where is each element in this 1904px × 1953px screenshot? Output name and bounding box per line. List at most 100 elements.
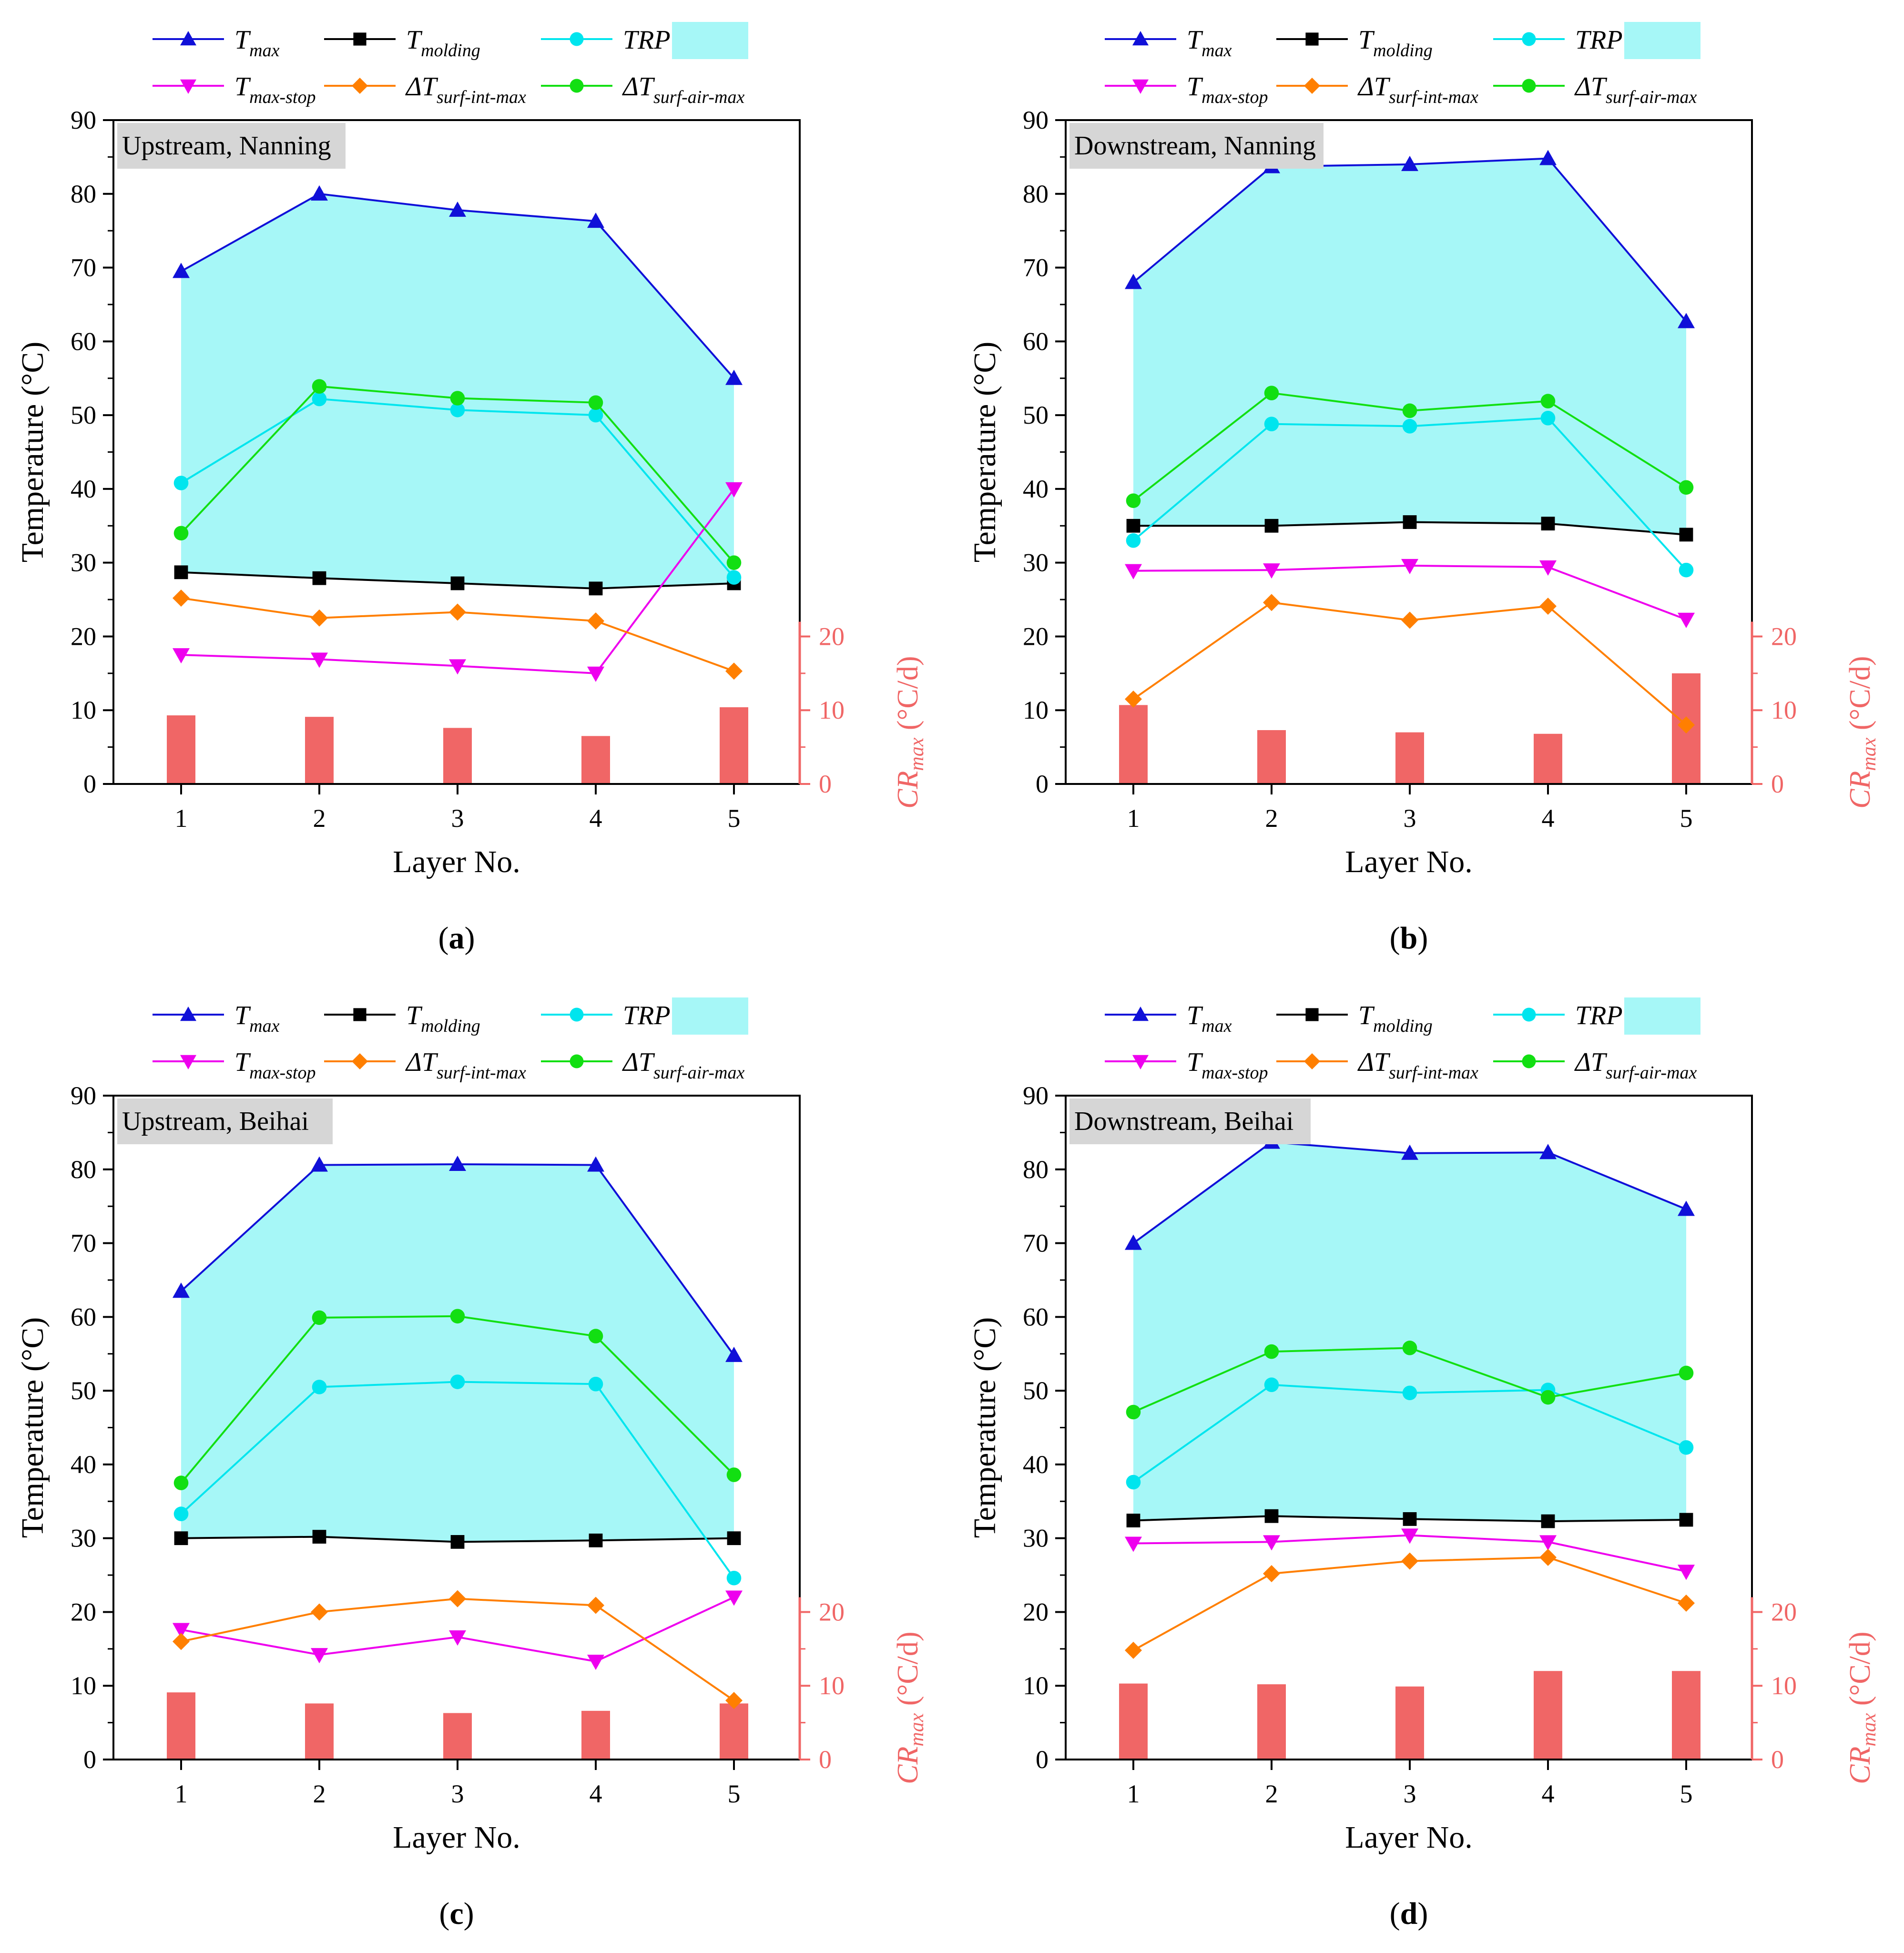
dt-surf-int-point-4 <box>587 1597 604 1614</box>
y2-label-main: CR <box>892 771 924 809</box>
trp-point-5 <box>1679 562 1694 578</box>
trp-fill-region <box>181 1164 734 1542</box>
dt-surf-air-point-5 <box>726 1467 742 1482</box>
x-tick-label: 2 <box>313 804 326 833</box>
legend-tmolding-label: Tmolding <box>1358 1001 1433 1036</box>
dt-surf-int-point-1 <box>1125 1641 1142 1659</box>
dt-surf-int-point-4 <box>1539 1548 1557 1566</box>
y-tick-label: 10 <box>71 696 96 724</box>
legend-tmolding-label: Tmolding <box>406 25 480 61</box>
legend-tmax-marker <box>180 1007 196 1021</box>
y2-tick-label: 20 <box>1771 1597 1797 1626</box>
trp-point-4 <box>588 407 603 423</box>
y-tick-label: 0 <box>1036 1745 1049 1774</box>
crmax-bar-5 <box>720 1703 748 1760</box>
trp-point-2 <box>312 1380 327 1394</box>
trp-point-5 <box>1679 1440 1694 1455</box>
y-tick-label: 20 <box>71 622 96 651</box>
legend-label-main: T <box>406 25 423 55</box>
y2-tick-label: 0 <box>1771 770 1784 798</box>
legend-label-sub: max <box>249 1016 279 1036</box>
x-tick-label: 1 <box>1127 1780 1140 1808</box>
legend-dtsurfint-label: ΔTsurf-int-max <box>405 1048 526 1083</box>
y2-label-sub: max <box>906 1713 928 1746</box>
y-tick-label: 30 <box>1023 549 1049 577</box>
legend-label-sub: surf-air-max <box>1606 1063 1697 1083</box>
legend-trp-label: TRP <box>623 25 671 55</box>
tmax-stop-point-3 <box>1401 1528 1418 1544</box>
y-tick-label: 70 <box>71 254 96 282</box>
dt-surf-int-point-5 <box>1678 1594 1695 1612</box>
legend-tmaxstop-marker <box>180 1055 196 1069</box>
tmax-point-3 <box>1401 155 1418 171</box>
panel-letter: (a) <box>438 921 475 956</box>
crmax-bar-3 <box>1395 732 1424 784</box>
dt-surf-air-point-5 <box>1679 1365 1694 1381</box>
tmax-stop-point-5 <box>1678 612 1695 628</box>
dt-surf-air-point-4 <box>1540 1390 1556 1405</box>
legend-trp-marker <box>570 1007 584 1022</box>
y-tick-label: 40 <box>71 1450 96 1479</box>
tmax-point-5 <box>1678 1200 1695 1216</box>
tmolding-point-1 <box>174 565 188 580</box>
dt-surf-air-point-2 <box>312 1310 327 1325</box>
x-axis-label: Layer No. <box>393 1820 520 1855</box>
legend-trp-marker <box>570 32 584 46</box>
dt-surf-int-point-1 <box>1125 691 1142 708</box>
dt-surf-int-point-3 <box>1401 1552 1418 1570</box>
legend-trp-marker <box>1522 1007 1536 1022</box>
x-tick-label: 3 <box>1404 804 1416 833</box>
tmolding-point-3 <box>450 1535 465 1549</box>
legend-label-sub: surf-air-max <box>653 87 744 107</box>
tmolding-point-2 <box>1264 519 1279 533</box>
tmax-stop-point-4 <box>587 666 604 682</box>
legend-tmolding-marker <box>1305 32 1319 46</box>
panel-letter-close: ) <box>464 1896 474 1931</box>
legend-label-main: T <box>1187 72 1203 102</box>
dt-surf-air-point-3 <box>450 391 465 406</box>
legend-tmaxstop-marker <box>1132 1055 1149 1069</box>
legend-label-sub: max <box>1201 41 1232 61</box>
legend-dtsurfair-label: ΔTsurf-air-max <box>622 1048 744 1083</box>
tmax-stop-point-1 <box>1125 1536 1142 1552</box>
x-axis-label: Layer No. <box>1345 844 1473 879</box>
dt-surf-air-point-1 <box>1126 493 1141 508</box>
tmax-stop-point-1 <box>173 1623 190 1638</box>
crmax-bar-3 <box>1395 1686 1424 1760</box>
crmax-bar-1 <box>167 1692 195 1760</box>
y-tick-label: 80 <box>71 1155 96 1184</box>
x-axis-label: Layer No. <box>393 844 520 879</box>
y2-label-unit: (°C/d) <box>892 1631 924 1713</box>
tmax-point-5 <box>725 1346 743 1362</box>
dt-surf-air-point-5 <box>726 555 742 570</box>
y2-label-unit: (°C/d) <box>892 656 924 737</box>
y-tick-label: 40 <box>1023 475 1049 503</box>
tmolding-point-2 <box>312 571 326 585</box>
tmolding-point-5 <box>1679 1513 1693 1527</box>
tmax-point-4 <box>1539 150 1557 165</box>
legend-label-main: ΔT <box>1357 1048 1391 1077</box>
legend-label-sub: surf-int-max <box>437 1063 526 1083</box>
tmax-point-4 <box>587 213 604 228</box>
trp-point-1 <box>173 476 189 490</box>
x-tick-label: 4 <box>590 804 602 833</box>
legend-tmaxstop-label: Tmax-stop <box>234 72 316 107</box>
crmax-bar-2 <box>305 717 334 784</box>
tmax-point-4 <box>1539 1144 1557 1160</box>
y-tick-label: 60 <box>1023 1302 1049 1331</box>
legend-dtsurfair-label: ΔTsurf-air-max <box>1574 72 1697 107</box>
y-tick-label: 20 <box>1023 1597 1049 1626</box>
panel-letter: (b) <box>1390 921 1428 956</box>
y2-tick-label: 10 <box>1771 696 1797 724</box>
legend-tmolding-label: Tmolding <box>1358 25 1433 61</box>
legend-label-main: TRP <box>623 25 671 55</box>
legend-dtsurfair-marker <box>1522 79 1536 93</box>
y2-label-main: CR <box>892 1747 924 1784</box>
panel-letter-char: b <box>1400 921 1418 956</box>
dt-surf-int-point-5 <box>1678 716 1695 734</box>
legend-label-main: ΔT <box>622 1048 655 1077</box>
legend-label-sub: max-stop <box>1201 87 1268 107</box>
x-tick-label: 4 <box>1542 804 1555 833</box>
panel-title: Downstream, Beihai <box>1074 1107 1293 1136</box>
